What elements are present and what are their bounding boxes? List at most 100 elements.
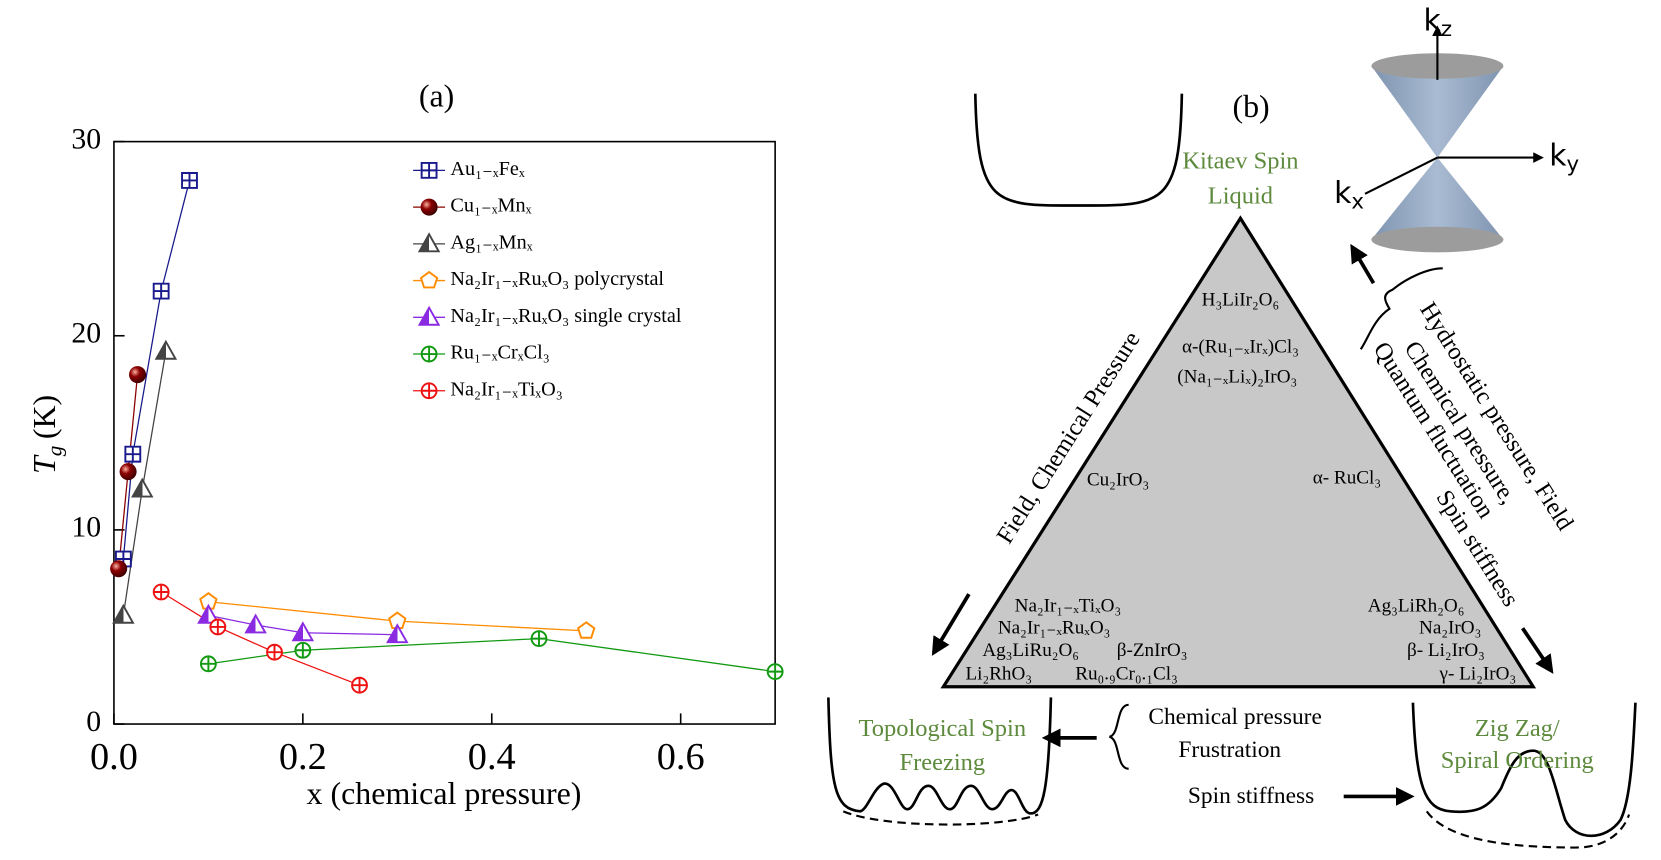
data-point (152, 282, 170, 300)
y-tick-label: 0 (86, 705, 101, 738)
y-tick-label: 30 (71, 122, 101, 155)
material: Li₂RhO₃ (965, 663, 1032, 684)
potential-well (827, 697, 1053, 815)
x-tick-label: 0.2 (279, 736, 327, 778)
vertex-label: Topological Spin (859, 715, 1027, 742)
axis-line (1364, 156, 1438, 195)
material: (Na₁₋ₓLiₓ)₂IrO₃ (1177, 366, 1297, 387)
x-tick-label: 0.4 (468, 736, 516, 778)
y-tick-label: 10 (71, 511, 101, 544)
potential-well (1425, 810, 1631, 849)
y-label-sub: g (42, 445, 66, 456)
legend-label: Cu₁₋ₓMnₓ (450, 195, 531, 217)
y-axis-label: Tg (K) (27, 395, 66, 474)
process-label: Spin stiffness (1188, 783, 1314, 809)
data-point (181, 172, 198, 189)
x-tick-label: 0.0 (90, 736, 138, 778)
legend-label: Au₁₋ₓFeₓ (450, 158, 525, 180)
vertex-label: Zig Zag/ (1475, 715, 1560, 742)
dirac-cone (1371, 157, 1504, 240)
data-point (112, 603, 135, 624)
material: β-ZnIrO₃ (1117, 640, 1188, 661)
dirac-cone (1371, 66, 1504, 158)
legend-label: Na₂Ir₁₋ₓRuₓO₃ single crystal (450, 305, 681, 327)
legend-marker (420, 382, 438, 400)
axis-label: kx (1334, 175, 1364, 214)
brace (1359, 267, 1443, 350)
series-line (160, 591, 360, 686)
material: α- RuCl₃ (1313, 468, 1381, 489)
data-point (294, 641, 312, 659)
legend-marker (417, 305, 441, 326)
axis-main: k (1334, 175, 1352, 210)
data-point (154, 339, 178, 360)
cone-cap (1371, 226, 1504, 253)
y-tick-label: 20 (71, 317, 101, 350)
arrow (1350, 243, 1376, 285)
material: α-(Ru₁₋ₓIrₓ)Cl₃ (1182, 337, 1299, 358)
material: Na₂Ir₁₋ₓRuₓO₃ (998, 618, 1111, 639)
chart-a: (a) x (chemical pressure) Tg (K) 0.0 0.2 0.… (27, 78, 784, 811)
axis-main: k (1549, 138, 1567, 173)
data-point (199, 655, 217, 673)
legend-marker (417, 232, 441, 253)
data-point (110, 560, 128, 578)
triangle (940, 215, 1537, 689)
vertex-label: Freezing (899, 749, 985, 776)
vertex-label: Kitaev Spin (1182, 148, 1298, 175)
legend-label: Na₂Ir₁₋ₓRuₓO₃ polycrystal (450, 268, 664, 290)
vertex-label: Liquid (1208, 183, 1273, 210)
data-point (119, 463, 137, 481)
legend-marker (419, 270, 439, 289)
potential-well (842, 810, 1039, 826)
arrow (931, 593, 971, 656)
data-point (131, 477, 154, 498)
material: Na₂Ir₁₋ₓTiₓO₃ (1015, 595, 1122, 616)
brace (1108, 703, 1129, 770)
series-line (122, 180, 191, 560)
axis-sub: z (1441, 17, 1452, 42)
data-point (291, 621, 315, 642)
data-point (129, 366, 147, 384)
legend-marker (420, 345, 438, 363)
potential-well (973, 93, 1184, 207)
y-label-symbol: T (27, 454, 62, 474)
process-label: Chemical pressure (1148, 704, 1322, 730)
axis-label: ky (1549, 138, 1579, 177)
material: β- Li₂IrO₃ (1407, 640, 1485, 661)
material: Na₂IrO₃ (1419, 618, 1481, 639)
process-label: Frustration (1178, 737, 1281, 763)
panel-label: (b) (1232, 89, 1269, 124)
data-point (576, 621, 596, 639)
arrow (1521, 627, 1554, 674)
legend-label: Ru₁₋ₓCrₓCl₃ (450, 342, 549, 364)
data-point (386, 623, 409, 644)
legend-label: Na₂Ir₁₋ₓTiₓO₃ (450, 378, 562, 400)
data-point (244, 613, 267, 634)
series-line (208, 614, 398, 636)
data-point (351, 676, 368, 694)
data-point (266, 643, 283, 661)
material: Cu₂IrO₃ (1087, 470, 1149, 491)
legend-marker (420, 161, 438, 179)
axis-sub: y (1566, 152, 1579, 177)
vertex-label: Spiral Ordering (1441, 747, 1594, 774)
material: γ- Li₂IrO₃ (1439, 663, 1517, 684)
data-point (530, 630, 548, 647)
material: Ag₃LiRh₂O₆ (1368, 595, 1465, 616)
diagram-b: (b) Kitaev Spin Liquid H₃LiIr₂O₆ α-(Ru₁₋… (827, 3, 1637, 849)
legend-marker (420, 198, 438, 216)
data-point (766, 663, 784, 680)
x-axis-label: x (chemical pressure) (307, 776, 582, 811)
material: H₃LiIr₂O₆ (1202, 290, 1280, 311)
chart-title: (a) (419, 78, 454, 113)
material: Ag₃LiRu₂O₆ (982, 640, 1079, 661)
axis-sub: x (1351, 189, 1364, 214)
legend-label: Ag₁₋ₓMnₓ (450, 231, 532, 253)
series-line (208, 637, 776, 673)
axis-main: k (1424, 3, 1442, 38)
data-point (124, 445, 142, 463)
x-tick-label: 0.6 (657, 736, 705, 778)
